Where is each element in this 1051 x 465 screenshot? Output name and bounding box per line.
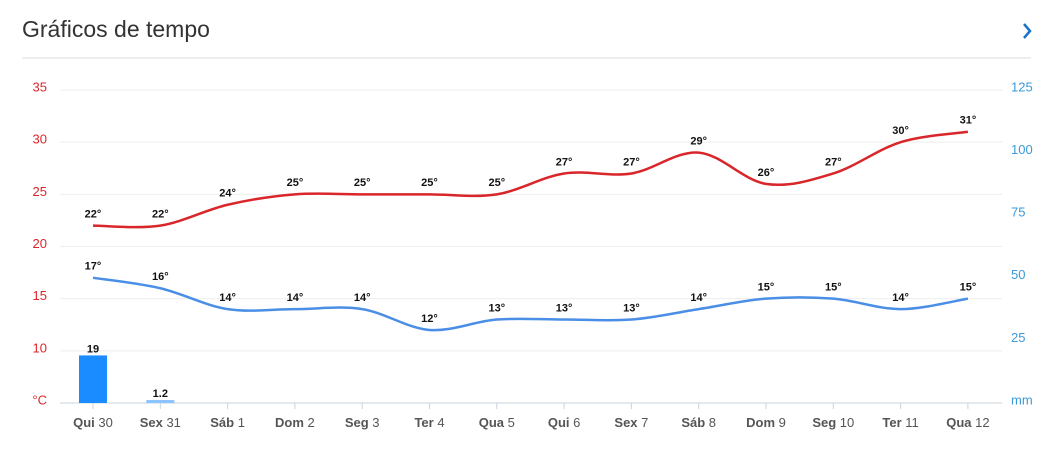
x-tick-label: Seg 3 (345, 415, 380, 430)
x-tick-label: Dom 2 (275, 415, 315, 430)
x-tick-label: Sáb 1 (210, 415, 245, 430)
x-tick-label: Qui 30 (73, 415, 113, 430)
data-label: 25° (354, 177, 371, 189)
next-arrow[interactable] (1023, 23, 1032, 39)
data-label: 22° (152, 209, 169, 221)
line (92, 276, 969, 332)
x-tick-label: Qua 5 (479, 415, 515, 430)
data-label: 14° (354, 292, 371, 304)
data-label: 13° (488, 302, 505, 314)
data-label: 25° (421, 177, 438, 189)
data-label: 13° (556, 302, 573, 314)
data-label: 30° (892, 125, 909, 137)
data-label: 29° (690, 136, 707, 148)
line (92, 130, 969, 229)
y-tick-label: °C (32, 392, 47, 407)
data-label: 13° (623, 302, 640, 314)
data-label: 12° (421, 313, 438, 325)
data-label: 31° (960, 115, 977, 127)
x-tick-label: Dom 9 (746, 415, 786, 430)
x-tick-label: Ter 4 (414, 415, 444, 430)
data-label: 1.2 (153, 388, 168, 400)
data-label: 27° (623, 156, 640, 168)
bar (146, 399, 175, 403)
y2-tick-label: 125 (1011, 79, 1033, 94)
data-label: 15° (825, 282, 842, 294)
y-tick-label: 25 (33, 184, 47, 199)
x-tick-label: Sex 7 (614, 415, 648, 430)
data-label: 24° (219, 188, 236, 200)
x-tick-label: Seg 10 (812, 415, 854, 430)
y-tick-label: 10 (33, 340, 47, 355)
data-label: 25° (287, 177, 304, 189)
data-label: 14° (690, 292, 707, 304)
data-label: 22° (85, 209, 102, 221)
data-label: 15° (960, 282, 977, 294)
x-tick-label: Qua 12 (946, 415, 989, 430)
y2-tick-label: mm (1011, 392, 1033, 407)
data-label: 14° (287, 292, 304, 304)
data-label: 16° (152, 271, 169, 283)
data-label: 26° (758, 167, 775, 179)
x-tick-label: Qui 6 (548, 415, 581, 430)
data-label: 25° (488, 177, 505, 189)
data-label: 19 (87, 343, 99, 355)
y2-tick-label: 50 (1011, 267, 1025, 282)
y-tick-label: 30 (33, 132, 47, 147)
data-label: 14° (219, 292, 236, 304)
bar (79, 355, 107, 403)
y2-tick-label: 75 (1011, 205, 1025, 220)
data-label: 27° (556, 156, 573, 168)
y2-tick-label: 100 (1011, 142, 1033, 157)
data-label: 14° (892, 292, 909, 304)
data-label: 15° (758, 282, 775, 294)
y-tick-label: 15 (33, 288, 47, 303)
y-tick-label: 20 (33, 236, 47, 251)
y-tick-label: 35 (33, 79, 47, 94)
x-tick-label: Ter 11 (882, 415, 918, 430)
data-label: 27° (825, 156, 842, 168)
x-tick-label: Sex 31 (140, 415, 181, 430)
page-title: Gráficos de tempo (22, 16, 210, 42)
x-tick-label: Sáb 8 (681, 415, 716, 430)
y2-tick-label: 25 (1011, 330, 1025, 345)
data-label: 17° (85, 261, 102, 273)
